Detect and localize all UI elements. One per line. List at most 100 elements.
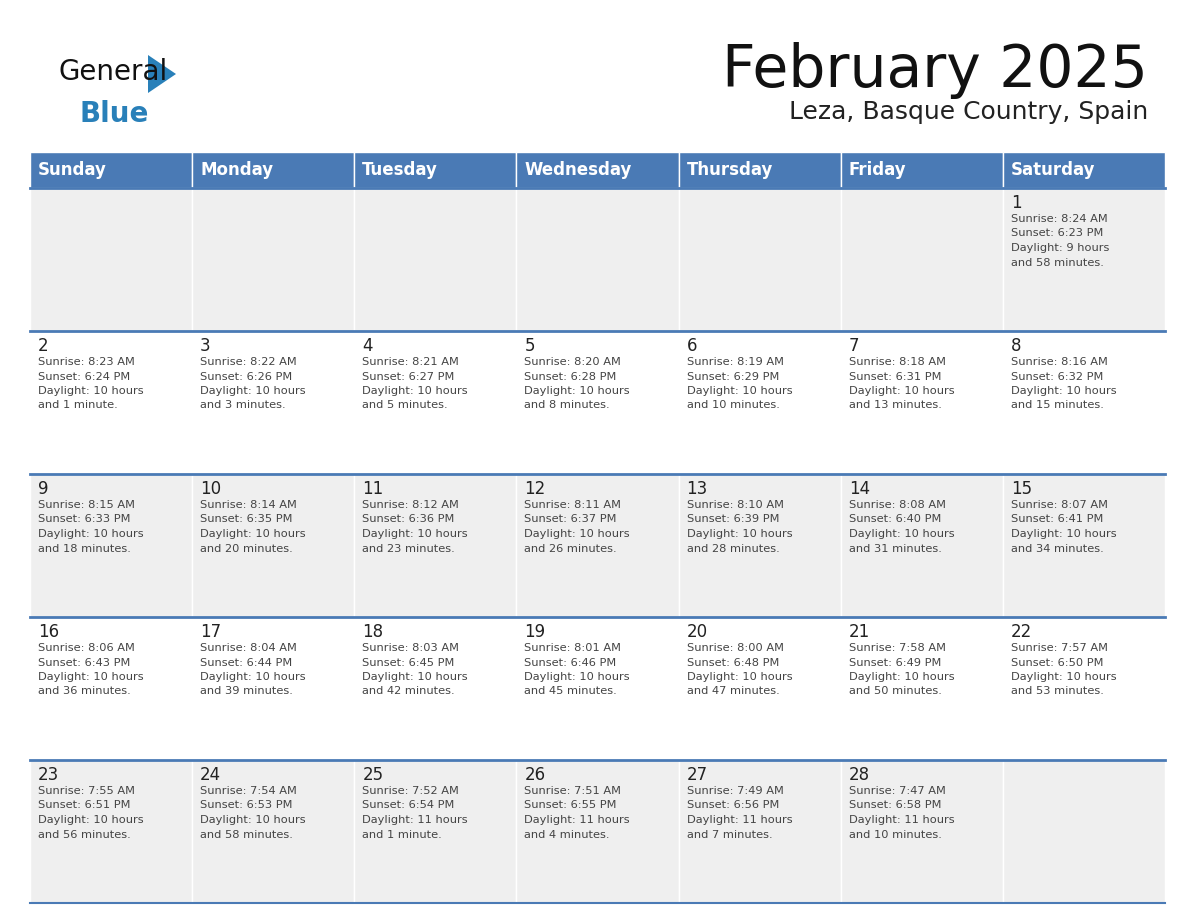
Bar — [354, 152, 517, 188]
Text: Sunrise: 7:52 AM: Sunrise: 7:52 AM — [362, 786, 459, 796]
Text: Sunset: 6:53 PM: Sunset: 6:53 PM — [200, 800, 292, 811]
Bar — [1003, 188, 1165, 331]
Text: and 13 minutes.: and 13 minutes. — [848, 400, 942, 410]
Text: 8: 8 — [1011, 337, 1022, 355]
Text: Thursday: Thursday — [687, 161, 773, 179]
Bar — [1003, 152, 1165, 188]
Text: 7: 7 — [848, 337, 859, 355]
Text: and 31 minutes.: and 31 minutes. — [848, 543, 942, 554]
Text: Tuesday: Tuesday — [362, 161, 438, 179]
Bar — [841, 331, 1003, 474]
Text: Daylight: 11 hours: Daylight: 11 hours — [687, 815, 792, 825]
Text: Daylight: 10 hours: Daylight: 10 hours — [1011, 386, 1117, 396]
Text: Sunset: 6:46 PM: Sunset: 6:46 PM — [524, 657, 617, 667]
Text: and 1 minute.: and 1 minute. — [38, 400, 118, 410]
Text: Daylight: 10 hours: Daylight: 10 hours — [362, 529, 468, 539]
Text: Sunset: 6:54 PM: Sunset: 6:54 PM — [362, 800, 455, 811]
Text: and 3 minutes.: and 3 minutes. — [200, 400, 286, 410]
Bar — [841, 760, 1003, 903]
Text: 18: 18 — [362, 623, 384, 641]
Text: Sunrise: 7:49 AM: Sunrise: 7:49 AM — [687, 786, 783, 796]
Text: 20: 20 — [687, 623, 708, 641]
Text: 9: 9 — [38, 480, 49, 498]
Bar — [841, 188, 1003, 331]
Text: 26: 26 — [524, 766, 545, 784]
Text: Daylight: 11 hours: Daylight: 11 hours — [848, 815, 954, 825]
Bar — [192, 331, 354, 474]
Text: Daylight: 10 hours: Daylight: 10 hours — [38, 529, 144, 539]
Bar — [30, 188, 192, 331]
Bar — [841, 617, 1003, 760]
Text: Sunday: Sunday — [38, 161, 107, 179]
Bar — [30, 617, 192, 760]
Text: 21: 21 — [848, 623, 870, 641]
Text: Daylight: 10 hours: Daylight: 10 hours — [38, 386, 144, 396]
Bar — [354, 760, 517, 903]
Text: and 7 minutes.: and 7 minutes. — [687, 830, 772, 839]
Text: Sunset: 6:36 PM: Sunset: 6:36 PM — [362, 514, 455, 524]
Text: Sunrise: 8:11 AM: Sunrise: 8:11 AM — [524, 500, 621, 510]
Bar — [517, 617, 678, 760]
Text: 15: 15 — [1011, 480, 1032, 498]
Text: Sunrise: 8:15 AM: Sunrise: 8:15 AM — [38, 500, 135, 510]
Text: 1: 1 — [1011, 194, 1022, 212]
Text: Daylight: 10 hours: Daylight: 10 hours — [687, 386, 792, 396]
Text: 27: 27 — [687, 766, 708, 784]
Bar — [192, 152, 354, 188]
Text: Daylight: 10 hours: Daylight: 10 hours — [687, 672, 792, 682]
Text: Leza, Basque Country, Spain: Leza, Basque Country, Spain — [789, 100, 1148, 124]
Text: Sunrise: 8:01 AM: Sunrise: 8:01 AM — [524, 643, 621, 653]
Text: and 1 minute.: and 1 minute. — [362, 830, 442, 839]
Text: and 58 minutes.: and 58 minutes. — [1011, 258, 1104, 267]
Text: 10: 10 — [200, 480, 221, 498]
Text: and 23 minutes.: and 23 minutes. — [362, 543, 455, 554]
Text: Sunset: 6:28 PM: Sunset: 6:28 PM — [524, 372, 617, 382]
Text: Sunset: 6:27 PM: Sunset: 6:27 PM — [362, 372, 455, 382]
Text: Sunset: 6:45 PM: Sunset: 6:45 PM — [362, 657, 455, 667]
Text: Sunrise: 8:18 AM: Sunrise: 8:18 AM — [848, 357, 946, 367]
Text: Sunset: 6:37 PM: Sunset: 6:37 PM — [524, 514, 617, 524]
Text: 5: 5 — [524, 337, 535, 355]
Text: Blue: Blue — [80, 100, 150, 128]
Text: Sunrise: 7:57 AM: Sunrise: 7:57 AM — [1011, 643, 1108, 653]
Text: Sunrise: 8:04 AM: Sunrise: 8:04 AM — [200, 643, 297, 653]
Bar — [678, 617, 841, 760]
Text: Daylight: 10 hours: Daylight: 10 hours — [200, 672, 305, 682]
Text: 17: 17 — [200, 623, 221, 641]
Text: Daylight: 10 hours: Daylight: 10 hours — [200, 386, 305, 396]
Text: Sunset: 6:43 PM: Sunset: 6:43 PM — [38, 657, 131, 667]
Text: 4: 4 — [362, 337, 373, 355]
Text: and 39 minutes.: and 39 minutes. — [200, 687, 293, 697]
Text: Daylight: 10 hours: Daylight: 10 hours — [687, 529, 792, 539]
Text: Sunrise: 7:58 AM: Sunrise: 7:58 AM — [848, 643, 946, 653]
Text: Sunset: 6:31 PM: Sunset: 6:31 PM — [848, 372, 941, 382]
Bar — [354, 331, 517, 474]
Bar — [678, 474, 841, 617]
Text: Daylight: 10 hours: Daylight: 10 hours — [362, 672, 468, 682]
Text: Sunset: 6:24 PM: Sunset: 6:24 PM — [38, 372, 131, 382]
Text: Sunset: 6:40 PM: Sunset: 6:40 PM — [848, 514, 941, 524]
Text: Sunrise: 8:22 AM: Sunrise: 8:22 AM — [200, 357, 297, 367]
Text: 3: 3 — [200, 337, 210, 355]
Text: 24: 24 — [200, 766, 221, 784]
Text: and 15 minutes.: and 15 minutes. — [1011, 400, 1104, 410]
Text: 12: 12 — [524, 480, 545, 498]
Text: Daylight: 10 hours: Daylight: 10 hours — [1011, 672, 1117, 682]
Bar — [678, 152, 841, 188]
Bar — [354, 474, 517, 617]
Text: Wednesday: Wednesday — [524, 161, 632, 179]
Bar — [1003, 617, 1165, 760]
Text: Sunrise: 8:12 AM: Sunrise: 8:12 AM — [362, 500, 459, 510]
Bar — [192, 760, 354, 903]
Text: and 28 minutes.: and 28 minutes. — [687, 543, 779, 554]
Bar — [678, 760, 841, 903]
Text: Monday: Monday — [200, 161, 273, 179]
Text: Sunset: 6:32 PM: Sunset: 6:32 PM — [1011, 372, 1104, 382]
Text: and 8 minutes.: and 8 minutes. — [524, 400, 611, 410]
Text: Sunset: 6:26 PM: Sunset: 6:26 PM — [200, 372, 292, 382]
Bar — [30, 331, 192, 474]
Bar — [517, 760, 678, 903]
Bar — [1003, 760, 1165, 903]
Text: Sunset: 6:51 PM: Sunset: 6:51 PM — [38, 800, 131, 811]
Text: Daylight: 10 hours: Daylight: 10 hours — [848, 672, 954, 682]
